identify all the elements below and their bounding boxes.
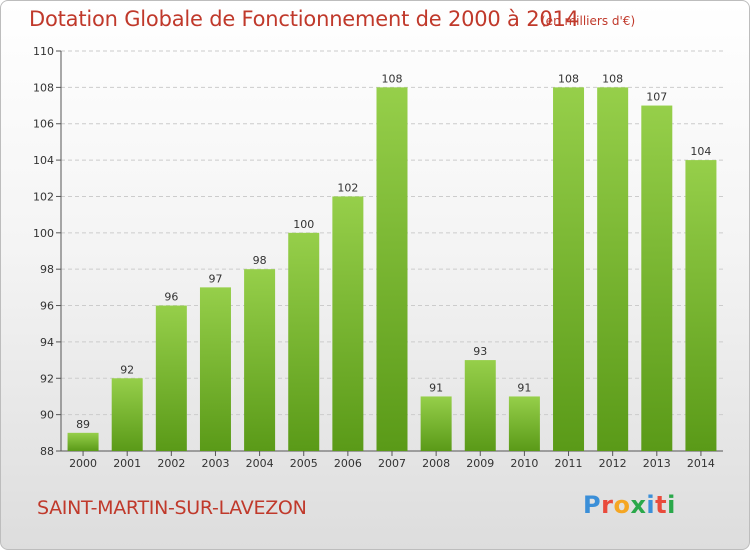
bars (67, 87, 717, 451)
x-tick-label: 2008 (422, 457, 450, 470)
x-tick-label: 2011 (555, 457, 583, 470)
y-tick-label: 110 (33, 45, 54, 58)
bar-value-label: 108 (558, 72, 579, 85)
bar-2010 (508, 396, 540, 451)
labels: 88 90 92 94 96 98 100 102 104 106 108 110 89 2000 92 20… (33, 45, 715, 470)
bar-2013 (641, 105, 673, 451)
bar-2014 (685, 160, 717, 451)
logo-letter: i (646, 491, 656, 519)
bar-2003 (199, 287, 231, 451)
bar-2008 (420, 396, 452, 451)
x-tick-label: 2013 (643, 457, 671, 470)
y-tick-label: 88 (40, 445, 54, 458)
bar-2006 (332, 196, 364, 451)
x-tick-label: 2001 (113, 457, 141, 470)
x-tick-label: 2000 (69, 457, 97, 470)
bar-2009 (464, 360, 496, 451)
bar-2011 (553, 87, 585, 451)
y-tick-label: 94 (40, 336, 54, 349)
y-tick-label: 92 (40, 372, 54, 385)
bar-2000 (67, 432, 99, 451)
x-tick-label: 2007 (378, 457, 406, 470)
bar-value-label: 102 (337, 181, 358, 194)
commune-name: SAINT-MARTIN-SUR-LAVEZON (37, 497, 307, 519)
bar-2001 (111, 378, 143, 451)
chart-title: Dotation Globale de Fonctionnement de 20… (29, 7, 579, 31)
bar-value-label: 89 (76, 418, 90, 431)
y-tick-label: 104 (33, 154, 54, 167)
bar-value-label: 91 (429, 381, 443, 394)
bar-value-label: 97 (208, 272, 222, 285)
bar-value-label: 91 (517, 381, 531, 394)
y-tick-label: 90 (40, 409, 54, 422)
proxiti-logo: Proxiti (583, 491, 676, 519)
x-tick-label: 2010 (510, 457, 538, 470)
y-tick-label: 108 (33, 81, 54, 94)
bar-2005 (288, 232, 320, 451)
x-tick-label: 2012 (599, 457, 627, 470)
logo-letter: x (630, 491, 647, 519)
y-tick-label: 98 (40, 263, 54, 276)
y-tick-label: 102 (33, 190, 54, 203)
bar-value-label: 107 (646, 91, 667, 104)
logo-letter: r (601, 491, 614, 519)
bar-value-label: 100 (293, 218, 314, 231)
bar-value-label: 98 (253, 254, 267, 267)
x-tick-label: 2005 (290, 457, 318, 470)
bar-2004 (244, 269, 276, 451)
bar-value-label: 93 (473, 345, 487, 358)
x-tick-label: 2004 (246, 457, 274, 470)
bar-value-label: 108 (382, 72, 403, 85)
logo-letter: i (667, 491, 676, 519)
bar-value-label: 92 (120, 363, 134, 376)
logo-letter: t (655, 491, 668, 519)
y-tick-label: 96 (40, 300, 54, 313)
bar-2002 (155, 305, 187, 451)
logo-letter: o (613, 491, 631, 519)
bar-2012 (597, 87, 629, 451)
bar-value-label: 104 (690, 145, 711, 158)
y-tick-label: 100 (33, 227, 54, 240)
chart-unit: (en milliers d'€) (541, 14, 636, 28)
bar-2007 (376, 87, 408, 451)
x-tick-label: 2003 (201, 457, 229, 470)
y-tick-label: 106 (33, 118, 54, 131)
bar-value-label: 96 (164, 291, 178, 304)
x-tick-label: 2006 (334, 457, 362, 470)
x-tick-label: 2009 (466, 457, 494, 470)
logo-letter: P (583, 491, 602, 519)
x-tick-label: 2002 (157, 457, 185, 470)
x-tick-label: 2014 (687, 457, 715, 470)
bar-value-label: 108 (602, 72, 623, 85)
